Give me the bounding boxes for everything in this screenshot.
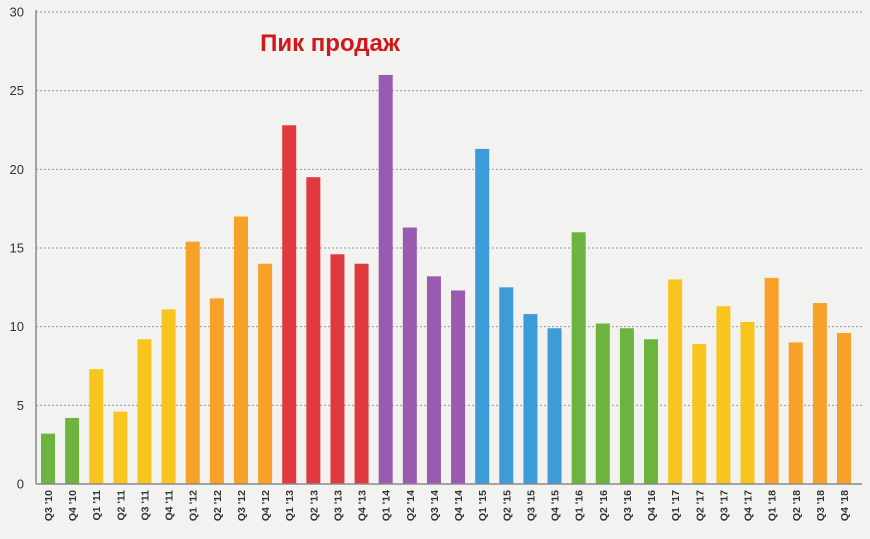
x-tick-label: Q1 '12 bbox=[188, 490, 200, 521]
bar bbox=[185, 241, 200, 484]
bar bbox=[233, 216, 248, 485]
bar bbox=[644, 339, 659, 484]
x-tick-label: Q1 '14 bbox=[381, 490, 393, 521]
bar bbox=[209, 298, 224, 484]
bar bbox=[161, 309, 176, 484]
bar bbox=[668, 279, 683, 484]
x-tick-label: Q4 '18 bbox=[839, 490, 851, 521]
y-tick-label: 30 bbox=[10, 5, 24, 20]
bar bbox=[595, 323, 610, 484]
x-tick-label: Q4 '15 bbox=[550, 490, 562, 521]
y-tick-label: 15 bbox=[10, 241, 24, 256]
x-tick-label: Q1 '18 bbox=[767, 490, 779, 521]
bar bbox=[41, 433, 55, 484]
x-tick-label: Q4 '12 bbox=[260, 490, 272, 521]
x-tick-labels: Q3 '10 Q4 '10 Q1 '11 Q2 '11 Q3 '11 Q4 '11 Q1 '… bbox=[43, 490, 851, 521]
x-tick-label: Q3 '11 bbox=[139, 490, 151, 521]
bar bbox=[306, 177, 321, 484]
bar bbox=[426, 276, 441, 484]
bar bbox=[330, 254, 345, 484]
bar bbox=[523, 314, 538, 484]
x-tick-label: Q1 '11 bbox=[91, 490, 103, 521]
x-tick-label: Q2 '18 bbox=[791, 490, 803, 521]
x-tick-label: Q1 '13 bbox=[284, 490, 296, 521]
y-tick-label: 5 bbox=[17, 398, 24, 413]
x-tick-label: Q1 '17 bbox=[670, 490, 682, 521]
bar bbox=[788, 342, 803, 484]
x-tick-label: Q2 '14 bbox=[405, 490, 417, 521]
bar bbox=[764, 277, 779, 484]
x-tick-label: Q3 '10 bbox=[43, 490, 55, 521]
bar bbox=[378, 74, 393, 484]
x-tick-label: Q2 '16 bbox=[598, 490, 610, 521]
x-tick-label: Q4 '10 bbox=[67, 490, 79, 521]
x-tick-label: Q2 '13 bbox=[308, 490, 320, 521]
bar bbox=[571, 232, 586, 484]
bar bbox=[258, 263, 273, 484]
bar bbox=[113, 411, 128, 484]
x-tick-label: Q3 '18 bbox=[815, 490, 827, 521]
bars bbox=[41, 74, 851, 485]
bar bbox=[282, 125, 297, 484]
x-tick-label: Q4 '16 bbox=[646, 490, 658, 521]
y-tick-label: 20 bbox=[10, 162, 24, 177]
bar bbox=[65, 417, 80, 484]
x-tick-label: Q2 '17 bbox=[694, 490, 706, 521]
axes bbox=[35, 10, 862, 485]
y-tick-label: 25 bbox=[10, 83, 24, 98]
x-tick-label: Q4 '13 bbox=[357, 490, 369, 521]
bar bbox=[692, 343, 707, 484]
x-tick-label: Q4 '17 bbox=[743, 490, 755, 521]
x-tick-label: Q1 '15 bbox=[477, 490, 489, 521]
bar bbox=[475, 148, 490, 484]
x-tick-label: Q3 '12 bbox=[236, 490, 248, 521]
bar bbox=[740, 321, 755, 484]
y-tick-label: 10 bbox=[10, 319, 24, 334]
bar bbox=[837, 332, 851, 484]
bar bbox=[812, 303, 827, 484]
bar bbox=[619, 328, 634, 484]
x-tick-label: Q4 '11 bbox=[164, 490, 176, 521]
x-tick-label: Q3 '13 bbox=[332, 490, 344, 521]
x-tick-label: Q3 '17 bbox=[718, 490, 730, 521]
x-tick-label: Q2 '12 bbox=[212, 490, 224, 521]
bar bbox=[716, 306, 731, 484]
y-tick-labels: 0 5 10 15 20 25 30 bbox=[10, 5, 24, 492]
grid-lines bbox=[36, 11, 862, 406]
x-tick-label: Q4 '14 bbox=[453, 490, 465, 521]
bar bbox=[402, 227, 417, 484]
bar bbox=[89, 369, 104, 484]
bar bbox=[547, 328, 562, 484]
x-tick-label: Q2 '11 bbox=[115, 490, 127, 521]
y-tick-label: 0 bbox=[17, 477, 24, 492]
bar bbox=[354, 263, 369, 484]
bar bbox=[499, 287, 514, 484]
x-tick-label: Q2 '15 bbox=[501, 490, 513, 521]
sales-peak-annotation: Пик продаж bbox=[260, 30, 401, 57]
x-tick-label: Q3 '15 bbox=[525, 490, 537, 521]
x-tick-label: Q3 '14 bbox=[429, 490, 441, 521]
x-tick-label: Q3 '16 bbox=[622, 490, 634, 521]
bar bbox=[451, 290, 466, 484]
x-tick-label: Q1 '16 bbox=[574, 490, 586, 521]
bar bbox=[137, 339, 152, 484]
